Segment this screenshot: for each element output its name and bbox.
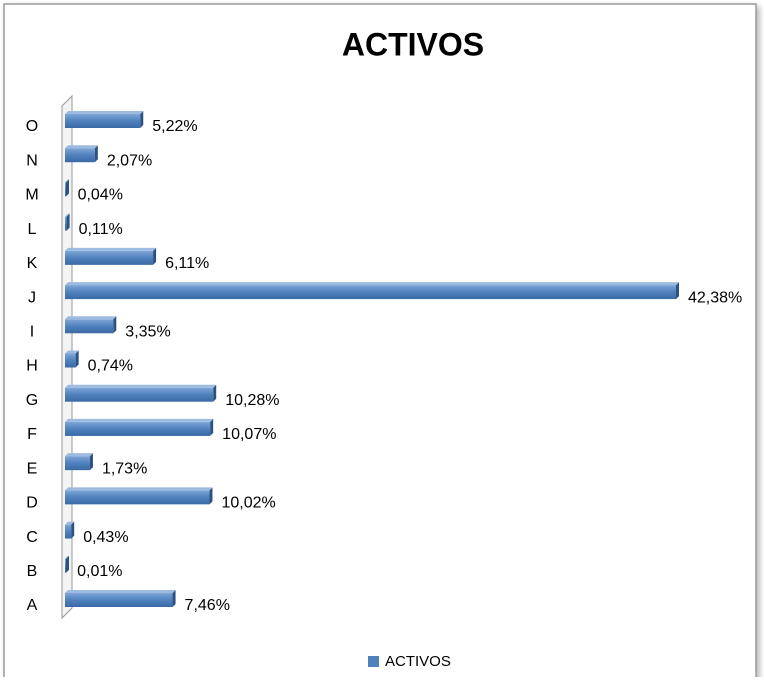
bar — [65, 387, 214, 402]
data-label: 6,11% — [165, 255, 209, 272]
bar — [65, 456, 90, 471]
y-tick-label: N — [26, 152, 38, 169]
data-label: 5,22% — [152, 118, 197, 135]
bar — [65, 558, 66, 573]
bar-top — [65, 282, 679, 286]
bar — [65, 319, 114, 334]
bar — [65, 421, 211, 436]
bar-top — [65, 384, 217, 388]
bar-top — [65, 418, 214, 422]
y-tick-label: D — [26, 495, 38, 512]
bar-top — [65, 590, 176, 593]
bar — [65, 216, 67, 231]
bar-side — [66, 555, 69, 573]
y-tick-label: J — [28, 289, 36, 306]
data-label: 0,01% — [77, 563, 122, 580]
bar-side — [172, 590, 176, 607]
y-tick-label: L — [28, 221, 37, 238]
bar-top — [65, 487, 213, 491]
data-label: 10,07% — [222, 426, 276, 443]
bar-top — [65, 453, 93, 457]
bar-side — [66, 213, 70, 231]
bar-side — [213, 384, 217, 402]
bar-top — [65, 213, 70, 217]
y-tick-label: A — [27, 597, 38, 614]
bar-top — [65, 350, 79, 354]
y-tick-label: E — [27, 460, 38, 477]
data-label: 1,73% — [102, 460, 147, 477]
bar-top — [65, 316, 117, 320]
chart-title: ACTIVOS — [342, 26, 484, 62]
bar-top — [65, 521, 75, 525]
legend-swatch — [368, 656, 379, 667]
data-label: 0,74% — [88, 358, 133, 375]
y-tick-label: F — [27, 426, 37, 443]
bar-top — [65, 555, 69, 559]
bar — [65, 490, 210, 505]
data-label: 2,07% — [107, 152, 152, 169]
bar-top — [65, 145, 98, 149]
data-label: 7,46% — [185, 597, 230, 614]
bar-side — [94, 145, 98, 163]
data-label: 42,38% — [688, 289, 742, 306]
y-tick-label: B — [27, 563, 38, 580]
data-label: 3,35% — [125, 324, 170, 341]
bar-side — [140, 111, 144, 128]
data-label: 0,04% — [78, 187, 123, 204]
y-tick-label: O — [26, 118, 38, 135]
bar — [65, 285, 676, 300]
bar-side — [209, 487, 213, 505]
bar — [65, 114, 141, 128]
bar-side — [153, 247, 157, 265]
data-label: 10,02% — [221, 495, 275, 512]
bar — [65, 593, 173, 607]
y-tick-label: M — [25, 187, 38, 204]
data-label: 0,11% — [79, 221, 123, 238]
legend-label: ACTIVOS — [385, 653, 451, 670]
bar-side — [89, 453, 93, 471]
bar-side — [113, 316, 117, 334]
y-tick-label: I — [30, 324, 34, 341]
bar-side — [71, 521, 75, 539]
bar-side — [676, 282, 679, 300]
y-tick-label: H — [26, 358, 38, 375]
bar-top — [65, 111, 144, 114]
bar-side — [75, 350, 79, 368]
data-label: 10,28% — [225, 392, 279, 409]
y-tick-label: C — [26, 529, 38, 546]
bar — [65, 182, 66, 197]
y-tick-label: K — [27, 255, 38, 272]
bar — [65, 250, 154, 265]
bar — [65, 148, 95, 163]
bar-top — [65, 179, 69, 183]
y-tick-label: G — [26, 392, 38, 409]
bar-side — [210, 418, 214, 436]
bar — [65, 524, 72, 539]
bar-top — [65, 247, 157, 251]
bar — [65, 353, 76, 368]
data-label: 0,43% — [83, 529, 128, 546]
bar-side — [66, 179, 69, 197]
